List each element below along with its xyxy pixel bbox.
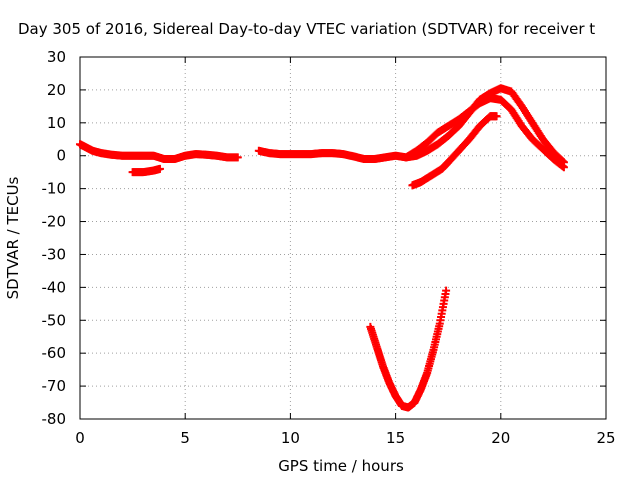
x-tick-label: 25: [596, 429, 615, 447]
y-tick-label: -50: [42, 311, 67, 329]
data-point: [559, 163, 568, 172]
series-trace-1: [76, 140, 242, 164]
axis-ticks: [79, 56, 607, 420]
data-point: [155, 164, 164, 173]
y-tick-label: -20: [42, 213, 67, 231]
grid: [80, 57, 606, 419]
y-tick-label: 10: [47, 114, 66, 132]
y-tick-label: -60: [42, 344, 67, 362]
plot-frame: [79, 56, 607, 420]
series-trace-6: [366, 286, 451, 412]
series-trace-2: [128, 164, 164, 177]
data-point: [492, 112, 501, 121]
y-tick-label: -10: [42, 180, 67, 198]
data-point: [442, 286, 451, 295]
data-point: [233, 153, 242, 162]
x-tick-label: 0: [75, 429, 85, 447]
series-trace-5: [408, 112, 501, 190]
y-tick-label: -80: [42, 410, 67, 428]
y-tick-label: -40: [42, 278, 67, 296]
series-trace-4: [402, 94, 568, 172]
chart-title: Day 305 of 2016, Sidereal Day-to-day VTE…: [18, 20, 595, 38]
y-axis-label: SDTVAR / TECUs: [4, 176, 22, 299]
y-tick-label: -30: [42, 245, 67, 263]
tick-labels: 0 5 10 15 20 25 30 20 10 0 -10 -20 -30 -40 -50 -60 -70 -8…: [42, 48, 616, 447]
y-tick-label: 0: [56, 147, 66, 165]
x-tick-label: 20: [491, 429, 510, 447]
x-axis-label: GPS time / hours: [278, 457, 404, 475]
x-tick-label: 15: [386, 429, 405, 447]
data-points: [76, 84, 568, 412]
y-tick-label: 20: [47, 81, 66, 99]
x-tick-label: 5: [180, 429, 190, 447]
x-tick-label: 10: [281, 429, 300, 447]
y-tick-label: 30: [47, 48, 66, 66]
y-tick-label: -70: [42, 377, 67, 395]
